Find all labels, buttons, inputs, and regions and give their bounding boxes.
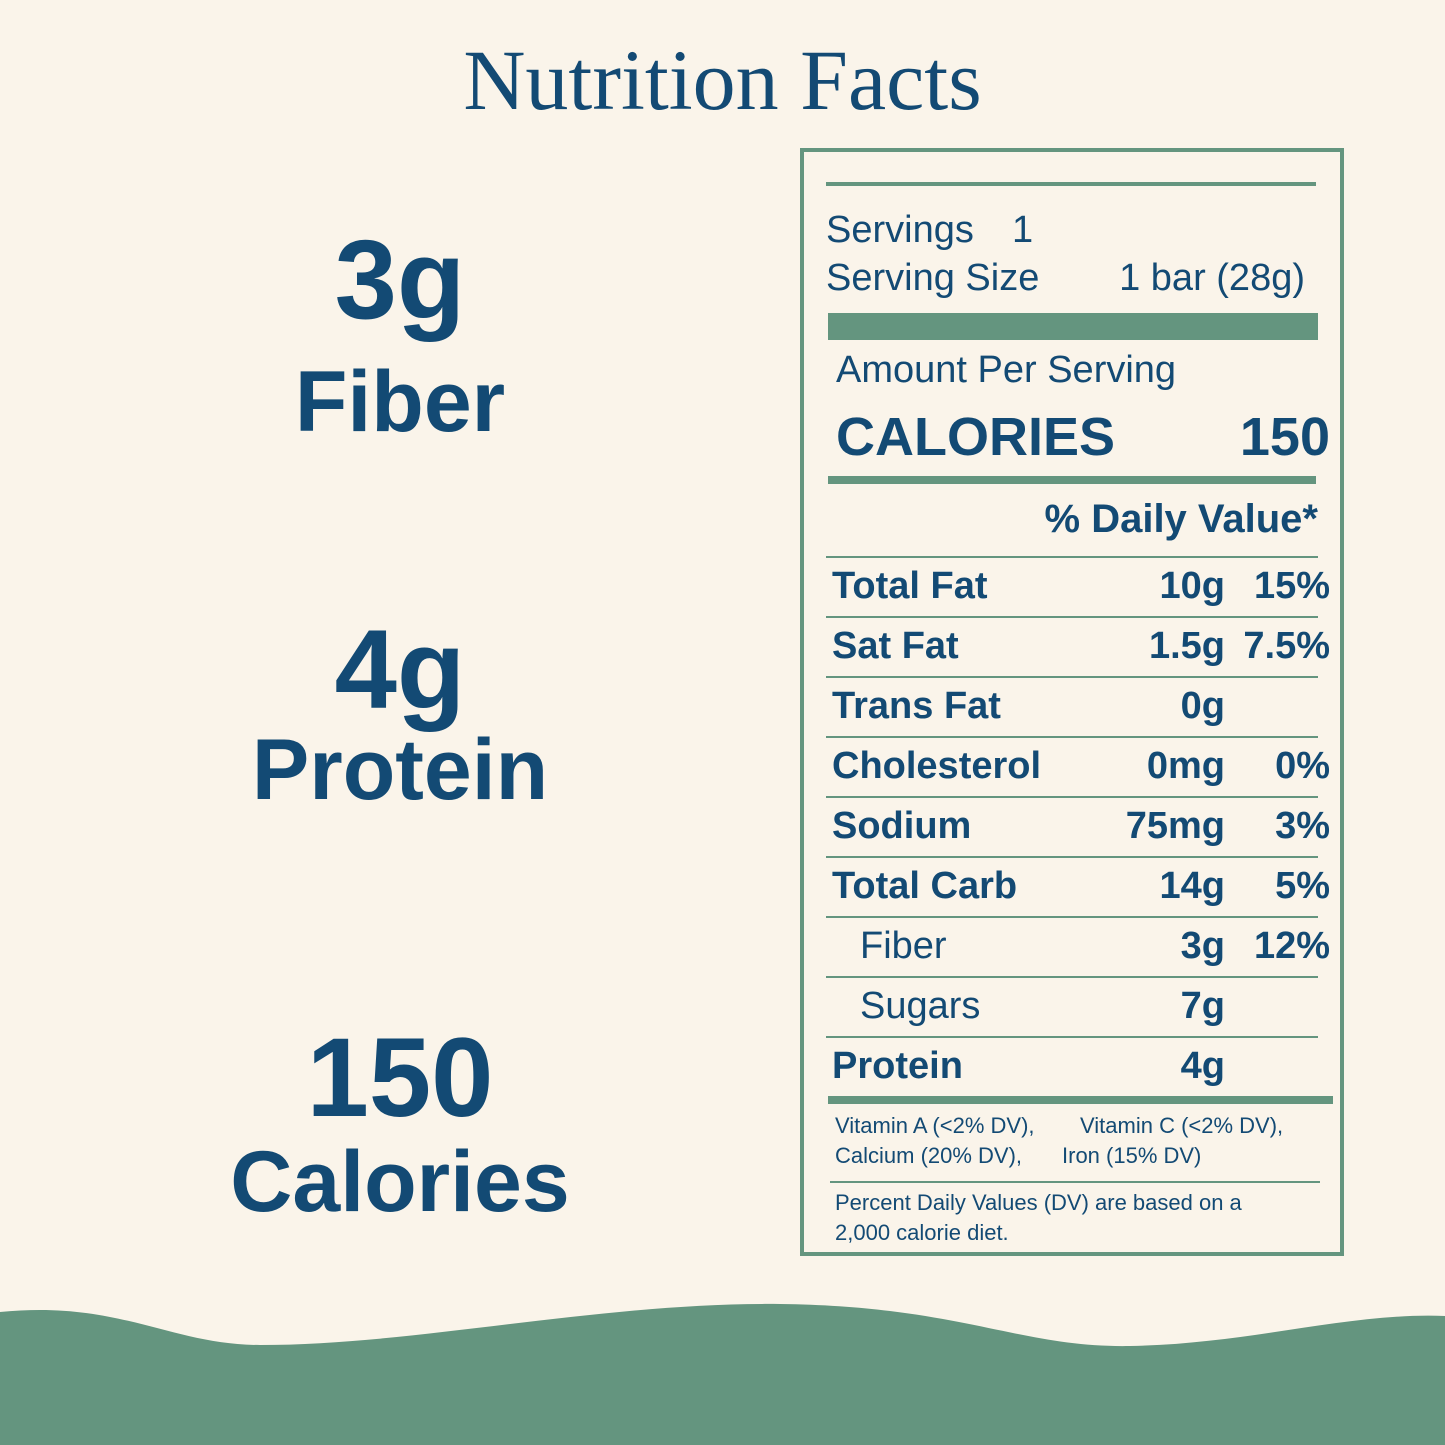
nutrient-dv: 0%: [1275, 745, 1330, 787]
nutrient-dv: 7.5%: [1243, 625, 1330, 667]
nutrient-amount: 0mg: [1146, 745, 1225, 787]
vitamin: Calcium (20% DV),: [835, 1143, 1023, 1168]
nutrient-amount: 4g: [1180, 1045, 1225, 1087]
rule: [826, 856, 1318, 858]
nutrient-name: Sat Fat: [832, 625, 959, 667]
nutrient-name: Cholesterol: [832, 745, 1042, 787]
nutrient-name: Sugars: [860, 985, 981, 1027]
serving-size-value: 1 bar (28g): [1119, 257, 1305, 299]
nutrient-amount: 3g: [1180, 925, 1225, 967]
rule: [828, 1096, 1333, 1104]
daily-value-header: % Daily Value*: [1044, 497, 1318, 541]
rule: [826, 736, 1318, 738]
highlight-label: Protein: [251, 722, 549, 818]
wave: [0, 1303, 1445, 1445]
footnote: Percent Daily Values (DV) are based on a…: [835, 1190, 1242, 1245]
highlight-amount: 4g: [334, 607, 466, 732]
nutrient-amount: 0g: [1180, 685, 1225, 727]
nutrient-dv: 3%: [1275, 805, 1330, 847]
highlight-amount: 150: [306, 1015, 494, 1140]
rule: [828, 476, 1316, 484]
nutrient-amount: 75mg: [1125, 805, 1225, 847]
thick-rule: [828, 313, 1318, 340]
nutrient-name: Sodium: [832, 805, 972, 847]
rule: [826, 796, 1318, 798]
amount-per-serving: Amount Per Serving: [836, 349, 1177, 391]
rule: [826, 916, 1318, 918]
nutrient-name: Fiber: [860, 925, 947, 967]
rule: [830, 1181, 1320, 1183]
nutrition-box: [800, 148, 1344, 1256]
calories-value: 150: [1239, 407, 1330, 467]
rule: [826, 556, 1318, 558]
serving-size-label: Serving Size: [826, 257, 1040, 299]
nutrient-amount: 1.5g: [1148, 625, 1225, 667]
nutrient-name: Trans Fat: [832, 685, 1001, 727]
vitamin: Vitamin C (<2% DV),: [1080, 1113, 1284, 1138]
title: Nutrition Facts: [463, 32, 982, 128]
vitamin: Iron (15% DV): [1062, 1143, 1202, 1168]
nutrient-dv: 15%: [1253, 565, 1330, 607]
nutrient-dv: 12%: [1253, 925, 1330, 967]
servings-value: 1: [1012, 209, 1034, 251]
calories-label: CALORIES: [836, 407, 1116, 467]
highlight-amount: 3g: [334, 217, 466, 342]
nutrient-dv: 5%: [1275, 865, 1330, 907]
nutrient-amount: 14g: [1159, 865, 1225, 907]
highlight-label: Fiber: [294, 354, 506, 450]
highlight-label: Calories: [230, 1134, 570, 1230]
nutrient-amount: 10g: [1159, 565, 1225, 607]
vitamin: Vitamin A (<2% DV),: [835, 1113, 1035, 1138]
rule: [826, 616, 1318, 618]
nutrient-name: Total Fat: [832, 565, 988, 607]
nutrient-amount: 7g: [1180, 985, 1225, 1027]
servings-label: Servings: [826, 209, 974, 251]
nutrient-name: Total Carb: [832, 865, 1018, 907]
nutrient-name: Protein: [832, 1045, 963, 1087]
rule: [826, 976, 1318, 978]
rule: [826, 676, 1318, 678]
rule: [826, 1036, 1318, 1038]
rule: [826, 182, 1316, 186]
